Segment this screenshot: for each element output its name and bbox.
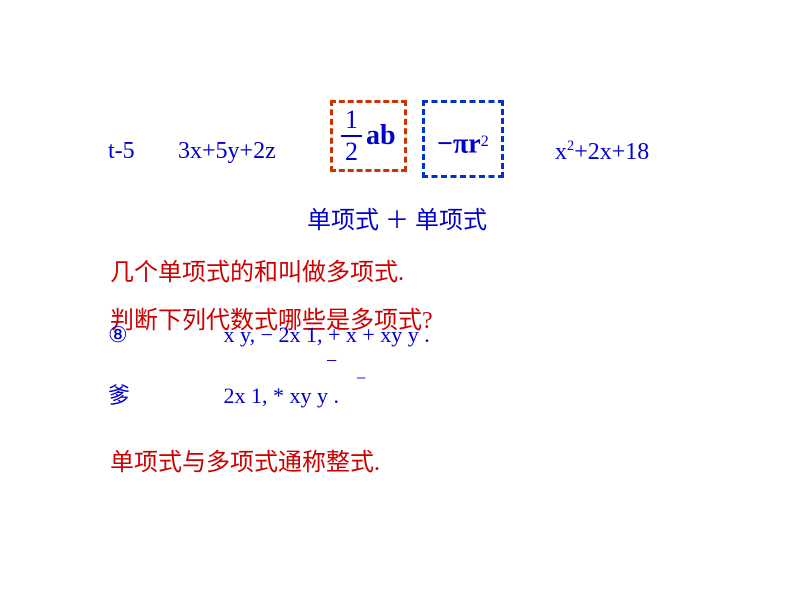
expression-3x-5y-2z: 3x+5y+2z: [178, 138, 276, 165]
line1-sub-minus: −: [326, 350, 337, 373]
definition-polynomial: 几个单项式的和叫做多项式.: [110, 252, 404, 287]
line1-expr: x y, − 2x 1, + x + xy y .: [224, 322, 430, 347]
rest-2x-18: +2x+18: [574, 139, 649, 165]
x-base: x: [555, 139, 567, 165]
line2-expr: 2x 1, * xy y .: [224, 383, 340, 408]
fraction-numerator: 1: [341, 107, 362, 137]
expression-t-minus-5: t-5: [108, 138, 135, 165]
dashed-box-pi-r-squared: −πr2: [422, 100, 504, 178]
definition-integral-expression: 单项式与多项式通称整式.: [110, 442, 380, 477]
expression-line-1: ⑧ x y, − 2x 1, + x + xy y . −: [108, 322, 430, 348]
expression-x2-2x-18: x2+2x+18: [555, 138, 649, 166]
line2-lead: 爹: [108, 378, 218, 410]
ab-text: ab: [366, 120, 396, 151]
fraction-denominator: 2: [341, 137, 362, 165]
line2-sub-minus: −: [356, 368, 366, 389]
line1-lead: ⑧: [108, 322, 218, 348]
minus-pi-r: −πr: [437, 128, 481, 159]
monomial-plus-monomial: 单项式 ＋ 单项式: [0, 200, 794, 235]
dashed-box-half-ab: 1 2 ab: [330, 100, 407, 172]
expression-line-2: 爹 2x 1, * xy y . −: [108, 378, 339, 410]
r-squared-exponent: 2: [481, 133, 489, 150]
fraction-one-half: 1 2: [341, 107, 362, 165]
